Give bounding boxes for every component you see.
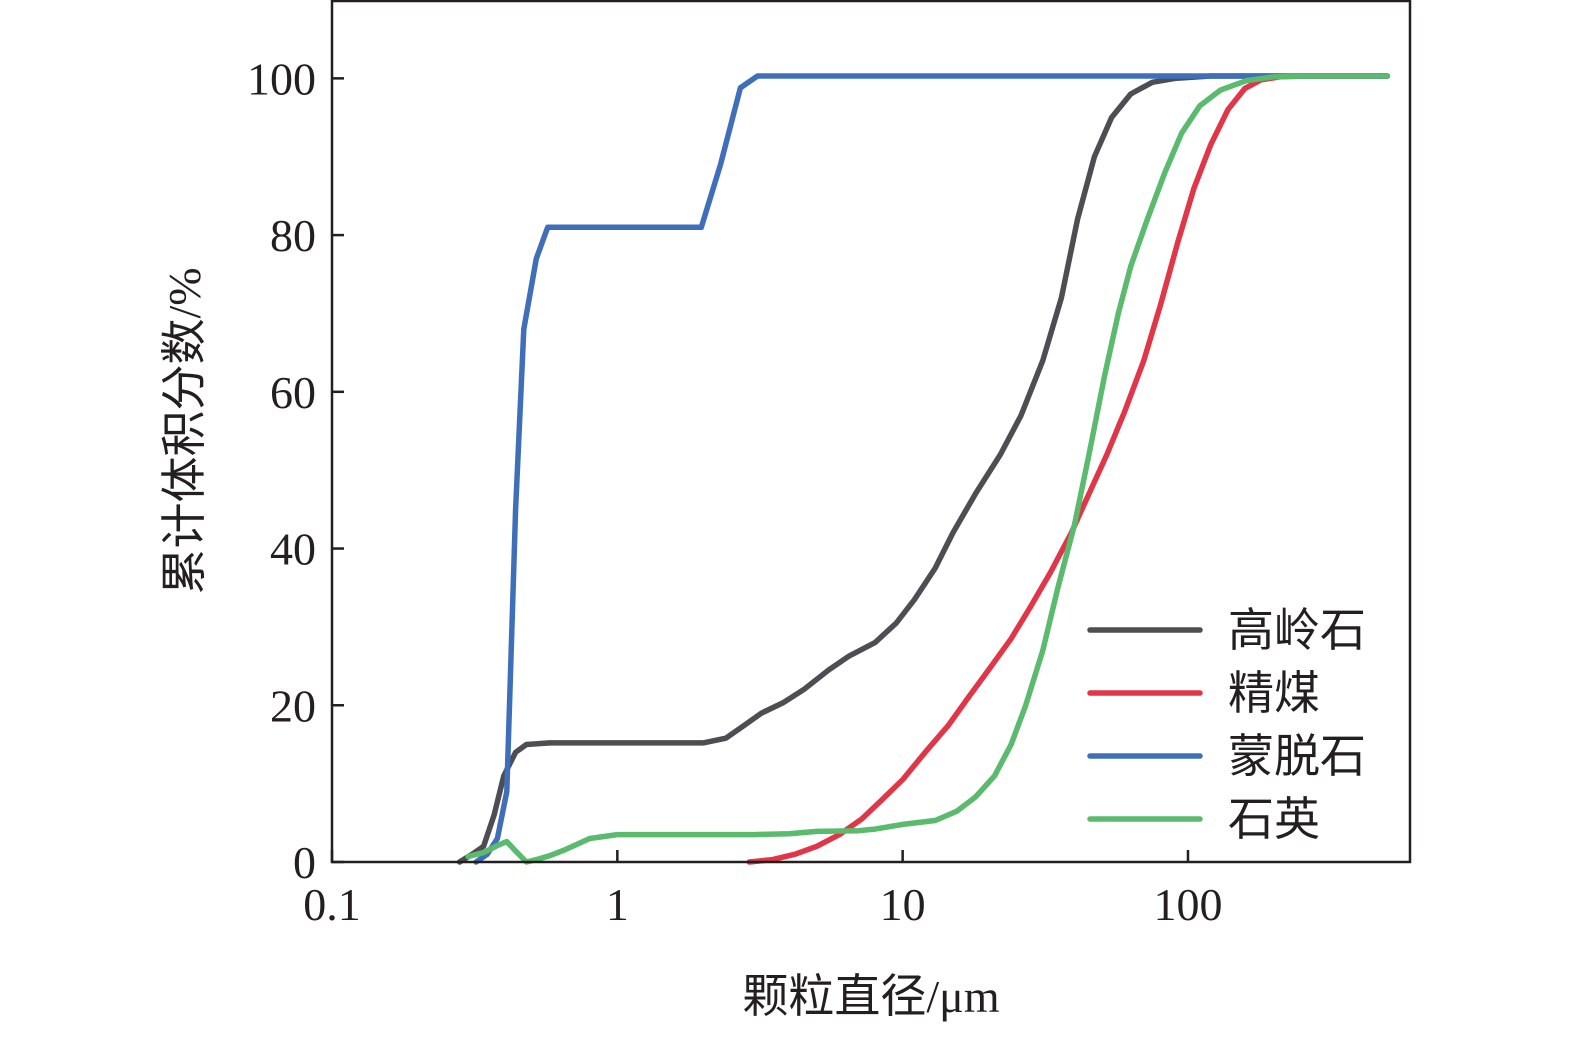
- series-layer: [456, 73, 1391, 865]
- series-line-0: [456, 73, 1391, 865]
- x-tick-label-1: 1: [606, 879, 629, 930]
- y-tick-label-0: 0: [293, 837, 316, 888]
- x-tick-label-0: 0.1: [303, 879, 361, 930]
- legend-label-3: 石英: [1228, 794, 1320, 845]
- ticks-layer: 0.1 1 10 100 0 20 40 60 80 100: [247, 53, 1222, 930]
- plot-frame: [330, 0, 1412, 864]
- legend-label-2: 蒙脱石: [1228, 731, 1366, 782]
- series-line-1: [746, 73, 1391, 865]
- y-tick-label-5: 100: [247, 53, 316, 104]
- x-tick-label-3: 100: [1153, 879, 1222, 930]
- y-tick-label-2: 40: [270, 524, 316, 575]
- series-line-3: [465, 73, 1391, 865]
- y-tick-label-3: 60: [270, 367, 316, 418]
- x-axis-title: 颗粒直径/μm: [742, 971, 999, 1022]
- legend-label-1: 精煤: [1228, 668, 1320, 719]
- legend-label-0: 高岭石: [1228, 605, 1366, 656]
- series-line-2: [473, 73, 1391, 865]
- y-tick-label-1: 20: [270, 680, 316, 731]
- y-axis-title: 累计体积分数/%: [159, 267, 210, 594]
- x-tick-label-2: 10: [880, 879, 926, 930]
- y-tick-label-4: 80: [270, 210, 316, 261]
